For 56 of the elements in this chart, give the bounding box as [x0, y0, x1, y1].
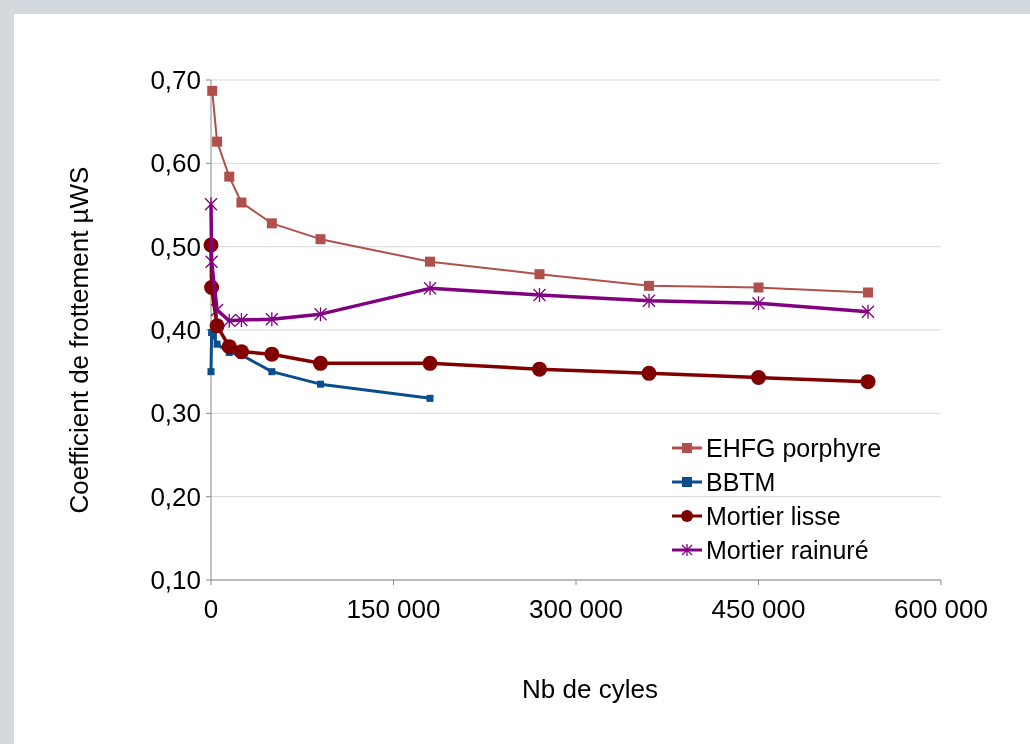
point — [426, 394, 434, 402]
point — [234, 312, 249, 328]
y-tick-label: 0,70 — [150, 65, 201, 96]
point — [313, 355, 328, 371]
point — [422, 355, 438, 371]
y-tick-label: 0,50 — [150, 231, 201, 262]
point — [236, 197, 247, 208]
x-tick-label: 300 000 — [529, 594, 623, 624]
point — [425, 256, 435, 267]
x-axis-title: Nb de cyles — [522, 674, 658, 704]
point — [209, 332, 217, 340]
point — [315, 234, 326, 245]
point — [213, 340, 221, 348]
point — [861, 304, 875, 320]
y-tick-label: 0,40 — [150, 315, 201, 346]
x-tick-label: 600 000 — [894, 594, 988, 624]
point — [204, 254, 219, 270]
legend-label: Mortier rainuré — [706, 535, 869, 564]
x-tick-label: 150 000 — [346, 594, 441, 624]
y-tick-label: 0,60 — [150, 148, 201, 179]
legend-label: EHFG porphyre — [706, 433, 882, 462]
point — [233, 344, 249, 360]
point — [221, 339, 237, 355]
point — [207, 85, 218, 96]
x-tick-label: 0 — [203, 594, 219, 624]
point — [204, 196, 218, 212]
y-tick-label: 0,10 — [150, 565, 201, 596]
point — [423, 280, 437, 296]
legend-label: Mortier lisse — [706, 501, 841, 530]
point — [265, 311, 279, 327]
point — [532, 287, 547, 303]
point — [860, 374, 876, 390]
y-tick-label: 0,20 — [150, 481, 201, 512]
point — [222, 313, 236, 329]
point — [532, 361, 547, 377]
point — [753, 282, 764, 293]
point — [644, 280, 654, 291]
point — [268, 368, 276, 376]
point — [642, 293, 656, 309]
point — [212, 136, 223, 147]
y-axis-title: Coefficient de frottement µWS — [64, 166, 94, 514]
point — [751, 295, 766, 311]
point — [207, 368, 215, 376]
point — [264, 346, 280, 362]
point — [224, 171, 235, 182]
point — [317, 380, 324, 388]
point — [751, 370, 766, 385]
point — [863, 287, 873, 298]
point — [266, 218, 277, 229]
point — [641, 365, 657, 381]
point — [209, 318, 225, 334]
legend-label: BBTM — [706, 467, 776, 496]
point — [313, 306, 328, 322]
point — [534, 269, 545, 280]
y-tick-label: 0,30 — [150, 398, 201, 429]
x-tick-label: 450 000 — [711, 594, 806, 624]
